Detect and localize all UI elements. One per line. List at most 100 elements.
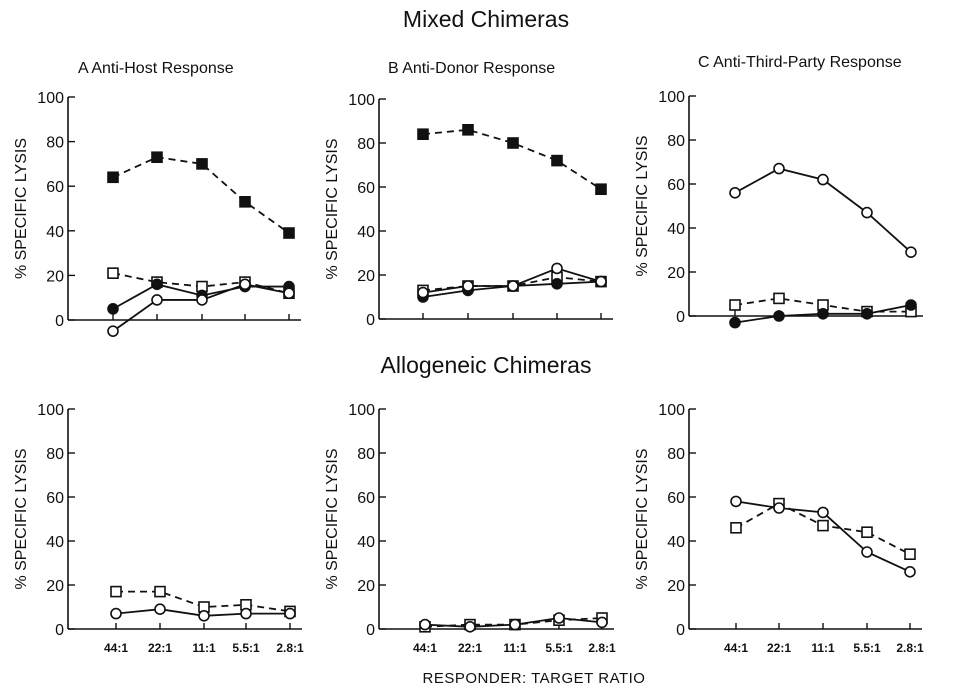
x-tick-label: 44:1	[104, 641, 128, 655]
panel-title-a: A Anti-Host Response	[78, 60, 234, 77]
x-tick-label: 11:1	[192, 641, 216, 655]
data-point-open-square	[110, 585, 122, 598]
y-axis-label: % SPECIFIC LYSIS	[634, 448, 651, 589]
data-point-open-circle	[553, 612, 565, 624]
y-tick-label: 0	[55, 313, 64, 330]
y-tick-label: 20	[667, 265, 685, 282]
data-point-filled-square	[196, 158, 208, 170]
data-point-open-circle	[284, 607, 296, 620]
y-tick-label: 60	[667, 490, 685, 507]
series-filled-square	[107, 151, 295, 239]
series-filled-circle	[729, 299, 917, 329]
series-open-circle	[110, 603, 296, 622]
data-point-open-circle	[730, 495, 742, 508]
data-point-open-circle	[596, 616, 608, 629]
data-point-open-circle	[417, 286, 429, 299]
panel-title-c: C Anti-Third-Party Response	[698, 54, 902, 71]
x-tick-label: 11:1	[503, 641, 527, 655]
y-tick-label: 20	[357, 578, 375, 595]
y-tick-label: 0	[55, 622, 64, 639]
data-point-open-circle	[283, 287, 295, 300]
y-tick-label: 60	[357, 180, 375, 197]
data-point-filled-circle	[107, 303, 119, 315]
data-point-filled-square	[595, 183, 607, 195]
x-tick-label: 22:1	[458, 641, 482, 655]
data-point-open-circle	[817, 506, 829, 519]
y-tick-label: 100	[658, 89, 685, 106]
panel-f: 0 20 40 60 80 100 % SPECIFIC LYSIS 44:1 22:1 11:1…	[634, 402, 924, 655]
x-tick-label: 11:1	[811, 641, 835, 655]
y-tick-label: 80	[46, 135, 64, 152]
section-title-mixed-chimeras: Mixed Chimeras	[403, 6, 569, 32]
y-tick-label: 100	[348, 92, 375, 109]
data-point-filled-square	[151, 151, 163, 164]
data-point-open-circle	[905, 246, 917, 258]
y-tick-label: 60	[46, 179, 64, 196]
x-tick-label: 5.5:1	[232, 641, 260, 655]
data-point-open-circle	[817, 173, 829, 186]
x-tick-label: 44:1	[413, 641, 437, 655]
y-tick-label: 20	[667, 578, 685, 595]
data-point-open-circle	[551, 262, 563, 275]
x-tick-label: 2.8:1	[896, 641, 924, 655]
x-tick-label: 44:1	[724, 641, 748, 655]
data-point-filled-circle	[861, 307, 873, 320]
y-tick-label: 40	[357, 224, 375, 241]
y-tick-label: 20	[46, 268, 64, 285]
panel-d: 0 20 40 60 80 100 % SPECIFIC LYSIS 44:1 22:1 11:1…	[13, 402, 304, 655]
data-point-open-circle	[509, 618, 521, 631]
y-tick-label: 20	[46, 578, 64, 595]
x-tick-label: 2.8:1	[276, 641, 304, 655]
x-tick-label: 5.5:1	[853, 641, 881, 655]
data-point-open-square	[817, 519, 829, 532]
panel-c: C Anti-Third-Party Response 0 20 40 60 80 100%…	[634, 54, 923, 329]
data-point-open-circle	[861, 546, 873, 558]
data-point-open-square	[107, 267, 119, 279]
y-tick-label: 100	[658, 402, 685, 419]
y-tick-label: 40	[46, 534, 64, 551]
y-tick-label: 20	[357, 268, 375, 285]
y-tick-label: 40	[667, 221, 685, 238]
data-point-open-circle	[861, 206, 873, 219]
y-tick-label: 40	[667, 534, 685, 551]
data-point-open-circle	[239, 278, 251, 291]
data-point-open-circle	[419, 618, 431, 631]
series-line-filled-square	[112, 156, 290, 234]
data-point-open-circle	[240, 607, 252, 620]
y-axis-label: % SPECIFIC LYSIS	[324, 138, 341, 279]
chart-panels: A Anti-Host Response 0 20 40 60 80 100 % SPECIF…	[13, 54, 924, 655]
y-tick-label: 0	[676, 622, 685, 639]
y-tick-label: 40	[357, 534, 375, 551]
data-point-filled-square	[107, 171, 119, 184]
y-axis-label: % SPECIFIC LYSIS	[634, 135, 651, 276]
data-point-open-circle	[904, 565, 916, 578]
x-tick-label: 2.8:1	[588, 641, 616, 655]
y-tick-label: 80	[357, 446, 375, 463]
series-open-circle	[107, 278, 295, 337]
y-tick-label: 0	[366, 622, 375, 639]
data-point-filled-circle	[905, 299, 917, 311]
data-point-open-circle	[507, 280, 519, 292]
panel-a: A Anti-Host Response 0 20 40 60 80 100 % SPECIF…	[13, 60, 301, 337]
y-axis-label: % SPECIFIC LYSIS	[324, 448, 341, 589]
data-point-open-square	[861, 526, 873, 539]
data-point-filled-circle	[817, 307, 829, 320]
data-point-open-circle	[154, 603, 166, 616]
data-point-filled-square	[462, 124, 474, 136]
panel-b: B Anti-Donor Response 0 20 40 60 80 100 % SPECI…	[324, 60, 613, 329]
series-open-circle	[419, 612, 608, 633]
section-title-allogeneic-chimeras: Allogeneic Chimeras	[381, 352, 592, 378]
data-point-open-circle	[110, 607, 122, 620]
data-point-filled-square	[417, 128, 429, 140]
data-point-open-square	[773, 292, 785, 305]
series-open-circle	[417, 262, 607, 299]
data-point-open-circle	[196, 294, 208, 306]
data-point-open-circle	[107, 325, 119, 337]
data-point-open-square	[730, 521, 742, 534]
y-tick-label: 60	[357, 490, 375, 507]
y-tick-label: 100	[348, 402, 375, 419]
panel-title-b: B Anti-Donor Response	[388, 60, 555, 77]
series-line-filled-square	[422, 128, 602, 190]
y-tick-label: 80	[667, 446, 685, 463]
